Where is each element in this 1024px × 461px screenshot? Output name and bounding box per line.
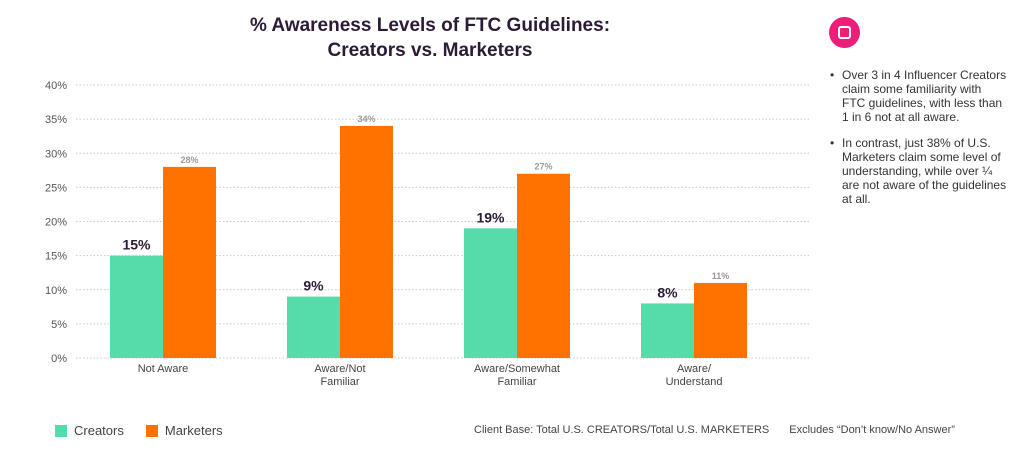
data-label-creators: 19% [476, 209, 505, 225]
bar-creators [110, 255, 163, 358]
chart-title-line-1: % Awareness Levels of FTC Guidelines: [249, 15, 611, 36]
x-category-label: Aware/Not [314, 363, 365, 375]
data-label-marketers: 27% [534, 162, 552, 172]
y-tick-label: 10% [45, 285, 67, 297]
chart-title-line-2: Creators vs. Marketers [327, 40, 533, 61]
x-category-label: Familiar [497, 376, 536, 388]
bar-creators [287, 296, 340, 358]
bar-marketers [517, 173, 570, 358]
bar-marketers [694, 282, 747, 358]
x-category-label: Aware/Somewhat [474, 363, 560, 375]
legend-swatch-creators [55, 424, 67, 437]
chart-title: % Awareness Levels of FTC Guidelines: Cr… [170, 13, 690, 63]
bar-marketers [340, 125, 393, 358]
y-tick-label: 5% [51, 319, 67, 331]
y-tick-label: 0% [51, 353, 67, 365]
legend-label-marketers: Marketers [164, 423, 223, 438]
data-label-creators: 8% [657, 284, 678, 300]
data-label-creators: 9% [303, 278, 324, 294]
y-tick-label: 35% [45, 114, 67, 126]
excludes-note: Excludes “Don’t know/No Answer” [789, 424, 955, 436]
legend-swatch-marketers [145, 424, 158, 437]
y-tick-label: 40% [45, 80, 67, 92]
x-category-label: Understand [666, 376, 723, 388]
bar-creators [641, 303, 694, 358]
data-label-marketers: 28% [180, 155, 198, 165]
data-label-marketers: 34% [357, 114, 375, 124]
legend-label-creators: Creators [74, 423, 124, 438]
x-category-label: Familiar [320, 376, 359, 388]
chart-footer: Client Base: Total U.S. CREATORS/Total U… [474, 424, 955, 436]
chart-legend: Creators Marketers [55, 423, 245, 438]
y-tick-label: 30% [45, 148, 67, 160]
legend-item-marketers: Marketers [145, 423, 223, 438]
legend-item-creators: Creators [55, 423, 124, 438]
bar-creators [464, 228, 517, 358]
note-item: Over 3 in 4 Influencer Creators claim so… [828, 68, 1008, 124]
insight-notes: Over 3 in 4 Influencer Creators claim so… [828, 68, 1008, 218]
x-category-label: Not Aware [138, 363, 189, 375]
y-tick-label: 20% [45, 217, 67, 229]
x-category-label: Aware/ [677, 363, 712, 375]
note-item: In contrast, just 38% of U.S. Marketers … [828, 136, 1008, 206]
brand-logo-icon [829, 17, 860, 48]
data-label-marketers: 11% [712, 271, 730, 281]
bar-marketers [163, 166, 216, 358]
y-tick-label: 25% [45, 182, 67, 194]
data-label-creators: 15% [122, 237, 151, 253]
y-tick-label: 15% [45, 251, 67, 263]
client-base-note: Client Base: Total U.S. CREATORS/Total U… [474, 424, 770, 436]
